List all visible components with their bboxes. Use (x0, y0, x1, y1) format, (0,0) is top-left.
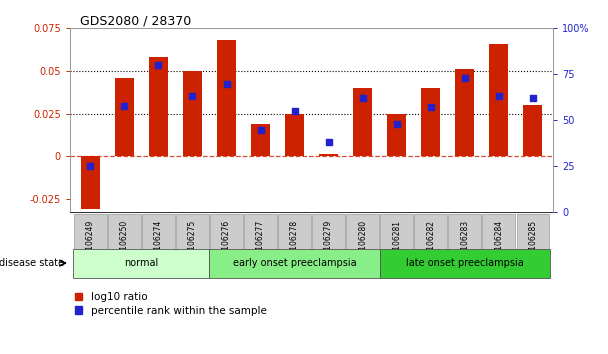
Text: GSM106282: GSM106282 (426, 219, 435, 266)
Point (323, 139, 333, 145)
Text: GSM106277: GSM106277 (256, 219, 265, 266)
Point (290, 108, 300, 114)
FancyBboxPatch shape (347, 213, 379, 272)
Point (154, 62, 164, 68)
Text: GSM106281: GSM106281 (392, 219, 401, 266)
Bar (489, 44, 508, 156)
Text: late onset preeclampsia: late onset preeclampsia (406, 258, 523, 268)
FancyBboxPatch shape (74, 213, 106, 272)
FancyBboxPatch shape (483, 213, 515, 272)
Point (188, 93, 198, 99)
Bar (217, 40, 236, 156)
FancyBboxPatch shape (74, 249, 210, 278)
Text: normal: normal (124, 258, 159, 268)
Text: GSM106274: GSM106274 (154, 219, 163, 266)
Text: GSM106250: GSM106250 (120, 219, 129, 266)
Legend: log10 ratio, percentile rank within the sample: log10 ratio, percentile rank within the … (75, 292, 267, 316)
Text: early onset preeclampsia: early onset preeclampsia (233, 258, 356, 268)
Bar (251, 124, 270, 156)
Point (426, 105, 435, 110)
FancyBboxPatch shape (244, 213, 277, 272)
FancyBboxPatch shape (517, 213, 549, 272)
FancyBboxPatch shape (108, 213, 140, 272)
Text: GSM106283: GSM106283 (460, 219, 469, 266)
Bar (319, 154, 338, 156)
FancyBboxPatch shape (379, 249, 550, 278)
Point (256, 127, 266, 132)
FancyBboxPatch shape (142, 213, 174, 272)
Point (222, 81, 232, 86)
Bar (523, 105, 542, 156)
Bar (149, 57, 168, 156)
Point (358, 96, 367, 101)
Bar (183, 71, 202, 156)
FancyBboxPatch shape (210, 249, 379, 278)
FancyBboxPatch shape (449, 213, 481, 272)
Point (392, 121, 401, 127)
FancyBboxPatch shape (176, 213, 209, 272)
Text: GDS2080 / 28370: GDS2080 / 28370 (80, 14, 191, 27)
Text: GSM106279: GSM106279 (324, 219, 333, 266)
Point (528, 96, 537, 101)
Point (494, 93, 503, 99)
Text: GSM106284: GSM106284 (494, 219, 503, 266)
Bar (285, 114, 304, 156)
Bar (421, 88, 440, 156)
Point (460, 75, 469, 81)
FancyBboxPatch shape (210, 213, 243, 272)
Text: GSM106280: GSM106280 (358, 219, 367, 266)
FancyBboxPatch shape (415, 213, 447, 272)
FancyBboxPatch shape (278, 213, 311, 272)
Text: GSM106276: GSM106276 (222, 219, 231, 266)
Bar (455, 69, 474, 156)
Text: GSM106249: GSM106249 (86, 219, 95, 266)
Text: GSM106275: GSM106275 (188, 219, 197, 266)
Text: GSM106278: GSM106278 (290, 219, 299, 266)
Bar (81, 156, 100, 209)
Point (86, 164, 95, 169)
Bar (353, 88, 372, 156)
Text: disease state: disease state (0, 258, 64, 268)
FancyBboxPatch shape (381, 213, 413, 272)
FancyBboxPatch shape (313, 213, 345, 272)
Bar (387, 114, 406, 156)
Bar (115, 78, 134, 156)
Text: GSM106285: GSM106285 (528, 219, 537, 266)
Point (120, 103, 130, 108)
